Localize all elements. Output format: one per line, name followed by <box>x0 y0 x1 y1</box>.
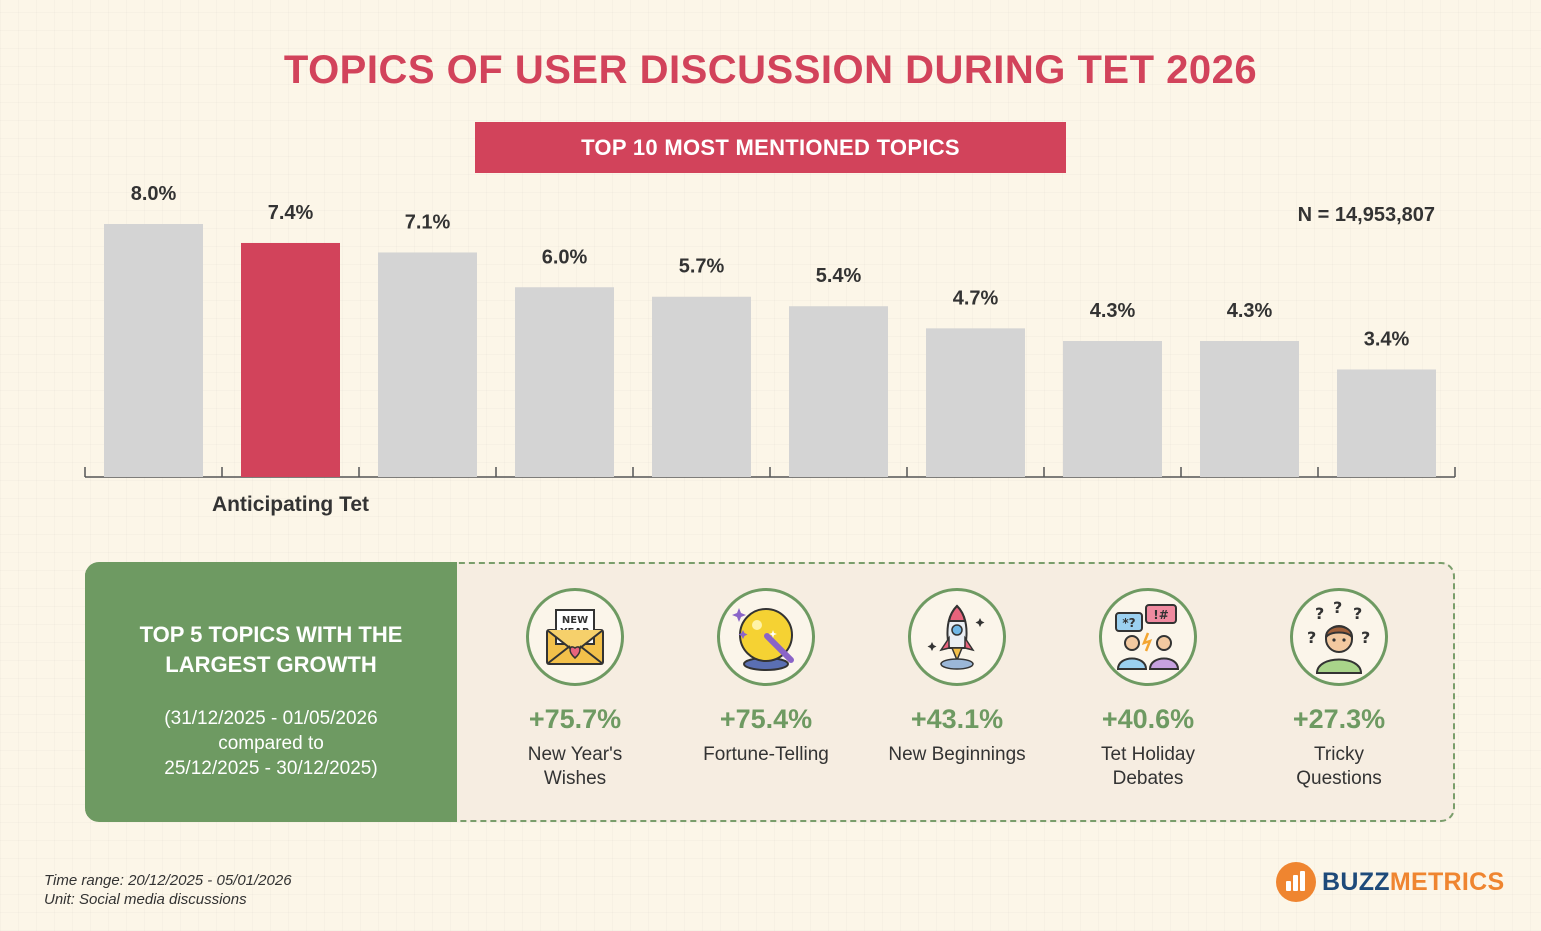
svg-text:?: ? <box>1353 604 1362 623</box>
growth-topic-4-name-line-2: Debates <box>1112 768 1184 789</box>
growth-topic-1-name-line-2: Wishes <box>543 768 607 789</box>
bar-5 <box>652 296 751 477</box>
svg-text:?: ? <box>1333 599 1342 617</box>
section-banner: TOP 10 MOST MENTIONED TOPICS <box>475 122 1066 173</box>
svg-text:?: ? <box>1315 604 1324 623</box>
bar-9-value-label: 4.3% <box>1227 300 1273 322</box>
svg-text:?: ? <box>1307 628 1316 647</box>
growth-topic-2-name: Fortune-Telling <box>671 743 861 767</box>
growth-topic-5: ? ? ? ? ? +27.3% Tricky Questions <box>1244 588 1434 791</box>
bar-3-value-label: 7.1% <box>405 211 451 233</box>
growth-topic-3-name: New Beginnings <box>862 743 1052 767</box>
bar-4-value-label: 6.0% <box>542 246 588 268</box>
footer-notes: Time range: 20/12/2025 - 05/01/2026 Unit… <box>44 871 292 909</box>
crystal-ball-icon <box>717 588 815 686</box>
growth-topic-2-percent: +75.4% <box>719 704 813 734</box>
growth-period: (31/12/2025 - 01/05/2026 compared to 25/… <box>85 706 457 781</box>
bar-4 <box>515 287 614 477</box>
growth-period-line-3: 25/12/2025 - 30/12/2025) <box>164 758 378 779</box>
growth-topic-4-name-line-1: Tet Holiday <box>1101 744 1195 765</box>
growth-topic-1: NEW YEAR +75.7% New Year's Wishes <box>480 588 670 791</box>
bar-7 <box>926 328 1025 477</box>
sample-size-label: N = 14,953,807 <box>1297 204 1435 226</box>
buzzmetrics-logo: BUZZMETRICS <box>1276 862 1504 902</box>
bar-1-value-label: 8.0% <box>131 183 177 205</box>
svg-text:!#: !# <box>1153 608 1169 622</box>
growth-heading: TOP 5 TOPICS WITH THE LARGEST GROWTH <box>139 622 403 677</box>
growth-topic-5-percent: +27.3% <box>1292 704 1386 734</box>
growth-topic-5-name: Tricky Questions <box>1244 743 1434 791</box>
bar-8-value-label: 4.3% <box>1090 300 1136 322</box>
chart-title: TOPICS OF USER DISCUSSION DURING TET 202… <box>283 48 1258 92</box>
growth-period-line-1: (31/12/2025 - 01/05/2026 <box>164 708 378 729</box>
bar-9 <box>1200 341 1299 477</box>
bar-6-value-label: 5.4% <box>816 265 862 287</box>
growth-topic-4-percent: +40.6% <box>1101 704 1195 734</box>
new-year-envelope-icon: NEW YEAR <box>526 588 624 686</box>
bar-8 <box>1063 341 1162 477</box>
bar-6 <box>789 306 888 477</box>
unit-note: Unit: Social media discussions <box>44 891 247 908</box>
growth-topic-2-name-line-1: Fortune-Telling <box>703 744 829 765</box>
bar-10-value-label: 3.4% <box>1364 328 1410 350</box>
rocket-icon <box>908 588 1006 686</box>
bar-3 <box>378 252 477 477</box>
growth-topic-1-name: New Year's Wishes <box>480 743 670 791</box>
growth-period-line-2: compared to <box>218 733 324 754</box>
time-range-note: Time range: 20/12/2025 - 05/01/2026 <box>44 872 292 889</box>
bar-10 <box>1337 369 1436 477</box>
category-label-2: Anticipating Tet <box>212 493 369 516</box>
growth-topic-2: +75.4% Fortune-Telling <box>671 588 861 767</box>
growth-header-panel: TOP 5 TOPICS WITH THE LARGEST GROWTH (31… <box>85 562 457 822</box>
bar-chart: 8.0% 7.4% Anticipating Tet 7.1% 6.0% 5.7% 5.4%… <box>84 183 1456 516</box>
growth-topic-4-name: Tet Holiday Debates <box>1053 743 1243 791</box>
bar-5-value-label: 5.7% <box>679 256 725 278</box>
growth-topic-3-name-line-1: New Beginnings <box>888 744 1026 765</box>
svg-text:?: ? <box>1361 628 1370 647</box>
bar-2-value-label: 7.4% <box>268 202 314 224</box>
growth-topic-4: *? !# +40.6% Tet Holiday Debates <box>1053 588 1243 791</box>
confused-person-icon: ? ? ? ? ? <box>1290 588 1388 686</box>
bar-2 <box>241 242 340 477</box>
bar-7-value-label: 4.7% <box>953 287 999 309</box>
logo-mark-icon <box>1276 862 1316 902</box>
debate-people-icon: *? !# <box>1099 588 1197 686</box>
logo-text-metrics: METRICS <box>1389 867 1505 896</box>
svg-text:*?: *? <box>1122 616 1135 630</box>
svg-text:NEW: NEW <box>562 615 588 626</box>
growth-topic-5-name-line-1: Tricky <box>1314 744 1364 765</box>
growth-topic-3-percent: +43.1% <box>910 704 1004 734</box>
growth-topic-1-name-line-1: New Year's <box>527 744 623 765</box>
growth-topic-1-percent: +75.7% <box>528 704 622 734</box>
bar-1 <box>104 224 203 477</box>
growth-topic-5-name-line-2: Questions <box>1296 768 1382 789</box>
logo-text-buzz: BUZZ <box>1322 867 1390 896</box>
growth-topic-3: +43.1% New Beginnings <box>862 588 1052 767</box>
